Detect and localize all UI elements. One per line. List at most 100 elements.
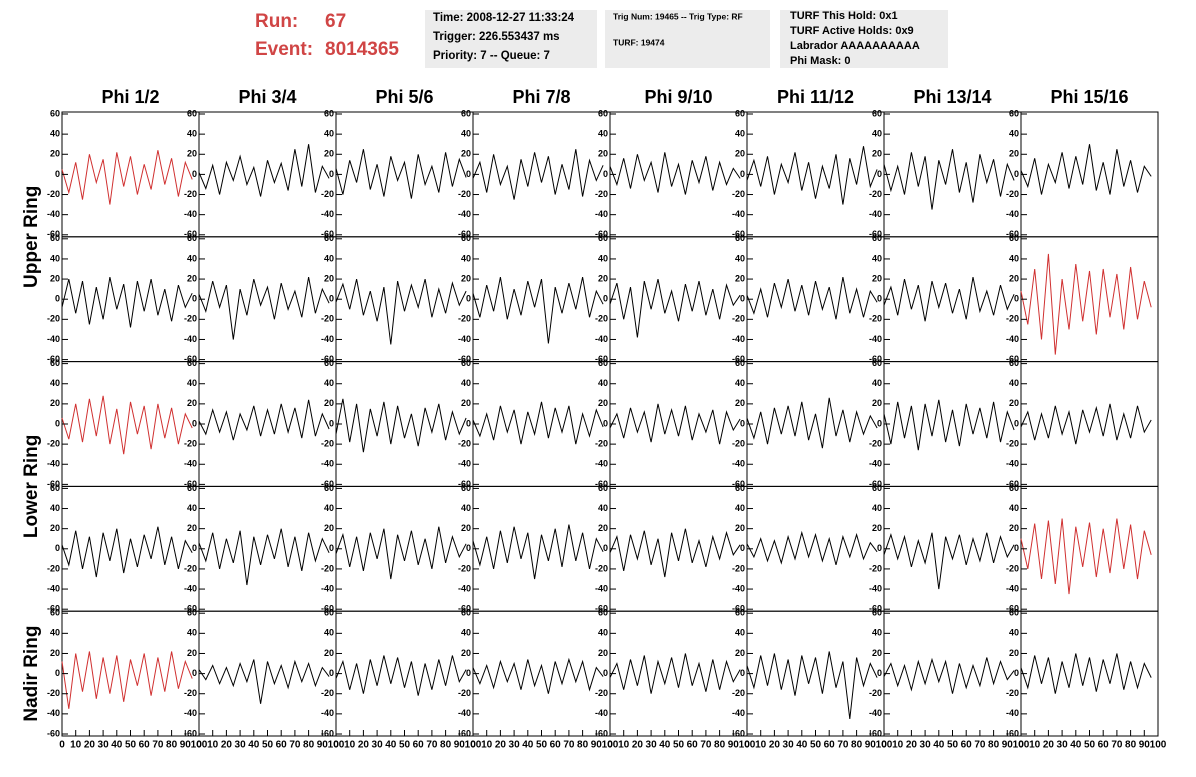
y-tick-label: 60 — [598, 233, 608, 243]
panel-frame — [1020, 111, 1159, 238]
y-tick-label: 20 — [50, 273, 60, 283]
y-tick-label: 20 — [872, 273, 882, 283]
x-tick-label: 70 — [837, 740, 849, 751]
y-tick-label: -40 — [184, 583, 197, 593]
y-tick-label: 40 — [872, 253, 882, 263]
waveform — [746, 530, 878, 566]
panel-frame — [61, 361, 200, 487]
y-tick-label: 40 — [1009, 628, 1019, 638]
panel-frame — [335, 610, 474, 737]
waveform — [472, 401, 604, 445]
run-number: 67 — [325, 11, 346, 32]
y-tick-label: 20 — [1009, 523, 1019, 533]
y-tick-label: 20 — [50, 523, 60, 533]
y-tick-label: 40 — [735, 129, 745, 139]
y-tick-label: -60 — [1006, 354, 1019, 364]
panel-frame — [61, 610, 200, 737]
panel-frame — [883, 610, 1022, 737]
y-tick-label: 0 — [466, 169, 471, 179]
y-tick-label: -60 — [184, 604, 197, 614]
y-tick-label: 60 — [872, 233, 882, 243]
y-tick-label: -60 — [458, 604, 471, 614]
y-tick-label: -20 — [732, 439, 745, 449]
y-tick-label: 20 — [872, 648, 882, 658]
y-tick-label: 0 — [329, 418, 334, 428]
y-tick-label: 20 — [461, 398, 471, 408]
x-tick-label: 40 — [796, 740, 808, 751]
x-tick-label: 30 — [235, 740, 247, 751]
waveform — [335, 655, 467, 696]
x-tick-label: 60 — [550, 740, 562, 751]
y-tick-label: -60 — [1006, 479, 1019, 489]
y-tick-label: 20 — [187, 149, 197, 159]
y-tick-label: 20 — [872, 523, 882, 533]
y-tick-label: -20 — [732, 563, 745, 573]
x-tick-label: 10 — [70, 740, 82, 751]
y-tick-label: 20 — [461, 523, 471, 533]
y-tick-label: -40 — [595, 708, 608, 718]
y-tick-label: 60 — [1009, 358, 1019, 368]
y-tick-label: 60 — [872, 608, 882, 618]
waveform — [883, 277, 1015, 322]
y-tick-label: -20 — [321, 439, 334, 449]
waveform — [1020, 653, 1152, 694]
x-tick-label: 40 — [659, 740, 671, 751]
x-tick-label: 70 — [1111, 740, 1123, 751]
x-tick-label: 60 — [961, 740, 973, 751]
x-tick-label: 60 — [276, 740, 288, 751]
panel-frame — [472, 361, 611, 487]
y-tick-label: -20 — [869, 688, 882, 698]
x-tick-label: 80 — [714, 740, 726, 751]
y-tick-label: -40 — [458, 334, 471, 344]
y-tick-label: 60 — [735, 358, 745, 368]
panel-frame — [609, 361, 748, 487]
y-tick-label: 60 — [598, 483, 608, 493]
y-tick-label: 20 — [598, 523, 608, 533]
info-box — [605, 10, 770, 68]
waveform — [61, 526, 193, 578]
y-tick-label: 20 — [735, 149, 745, 159]
x-tick-label: 20 — [358, 740, 370, 751]
y-tick-label: -40 — [869, 708, 882, 718]
x-tick-label: 10 — [344, 740, 356, 751]
x-tick-label: 0 — [1018, 740, 1024, 751]
y-tick-label: 20 — [324, 398, 334, 408]
waveform — [61, 651, 193, 709]
waveform — [198, 399, 330, 441]
waveform — [198, 277, 330, 340]
y-tick-label: -20 — [595, 563, 608, 573]
y-tick-label: 0 — [740, 169, 745, 179]
waveform — [1020, 253, 1152, 355]
y-tick-label: 60 — [187, 233, 197, 243]
x-tick-label: 20 — [495, 740, 507, 751]
waveform — [883, 149, 1015, 210]
x-tick-label: 90 — [180, 740, 192, 751]
x-tick-label: 30 — [372, 740, 384, 751]
x-tick-label: 80 — [303, 740, 315, 751]
y-tick-label: -20 — [595, 439, 608, 449]
x-tick-label: 10 — [618, 740, 630, 751]
y-tick-label: 40 — [324, 628, 334, 638]
y-tick-label: -20 — [47, 189, 60, 199]
y-tick-label: -60 — [732, 479, 745, 489]
x-tick-label: 10 — [755, 740, 767, 751]
y-tick-label: 20 — [324, 149, 334, 159]
y-tick-label: -60 — [595, 479, 608, 489]
y-tick-label: 20 — [187, 523, 197, 533]
x-tick-label: 0 — [59, 740, 65, 751]
panel-frame — [1020, 610, 1159, 737]
y-tick-label: -40 — [732, 583, 745, 593]
panel-frame — [1020, 485, 1159, 612]
y-tick-label: 0 — [329, 668, 334, 678]
x-tick-label: 30 — [1057, 740, 1069, 751]
y-tick-label: -40 — [184, 209, 197, 219]
x-tick-label: 70 — [426, 740, 438, 751]
y-tick-label: 0 — [329, 169, 334, 179]
y-tick-label: 40 — [598, 503, 608, 513]
y-tick-label: -60 — [595, 604, 608, 614]
x-tick-label: 60 — [1098, 740, 1110, 751]
y-tick-label: -20 — [869, 189, 882, 199]
y-tick-label: -40 — [47, 459, 60, 469]
y-tick-label: 40 — [187, 253, 197, 263]
y-tick-label: -40 — [1006, 708, 1019, 718]
